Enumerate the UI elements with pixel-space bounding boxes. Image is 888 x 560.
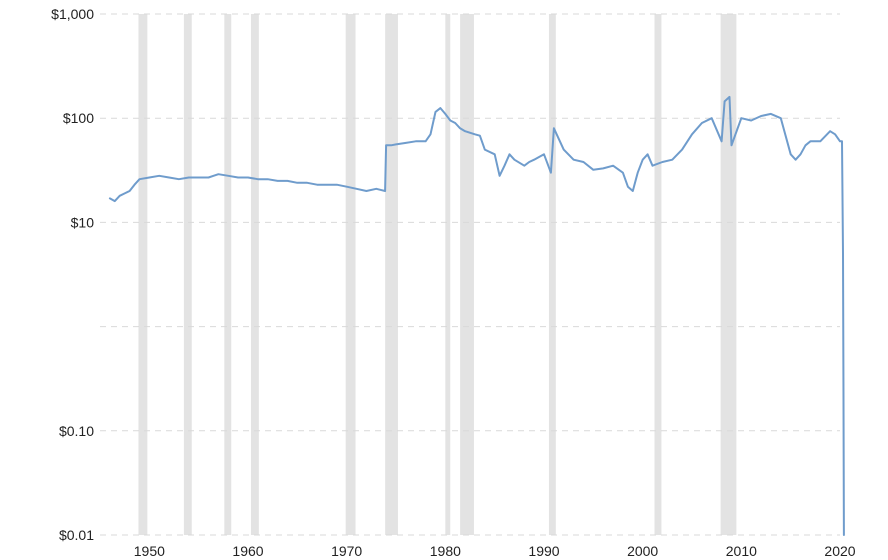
y-tick-label: $0.01 (59, 527, 94, 543)
recession-band-0 (138, 14, 148, 535)
recession-band-5 (385, 14, 398, 535)
x-tick-label: 2010 (726, 543, 757, 559)
recession-band-4 (345, 14, 356, 535)
x-tick-label: 1980 (430, 543, 461, 559)
y-tick-label: $0.10 (59, 423, 94, 439)
y-tick-label: $1,000 (51, 6, 94, 22)
recession-band-3 (250, 14, 259, 535)
x-axis-tick-labels: 1950 1960 1970 1980 1990 2000 2010 2020 (134, 543, 856, 559)
series-line-0 (108, 95, 845, 536)
x-tick-label: 2020 (824, 543, 855, 559)
x-tick-label: 1990 (528, 543, 559, 559)
grid-lines (100, 13, 840, 536)
series-lines (108, 95, 845, 536)
x-tick-label: 1970 (331, 543, 362, 559)
recession-band-8 (548, 14, 556, 535)
recession-band-6 (445, 14, 451, 535)
x-tick-label: 2000 (627, 543, 658, 559)
y-tick-label: $10 (71, 214, 95, 230)
recession-bands (138, 14, 737, 535)
recession-band-7 (460, 14, 474, 535)
recession-band-2 (224, 14, 232, 535)
y-axis-tick-labels: $0.01 $0.10 $10 $100 $1,000 (51, 6, 94, 543)
x-tick-label: 1960 (232, 543, 263, 559)
y-tick-label: $100 (63, 110, 94, 126)
recession-band-1 (183, 14, 192, 535)
recession-band-10 (720, 14, 737, 535)
x-tick-label: 1950 (134, 543, 165, 559)
recession-band-9 (654, 14, 662, 535)
